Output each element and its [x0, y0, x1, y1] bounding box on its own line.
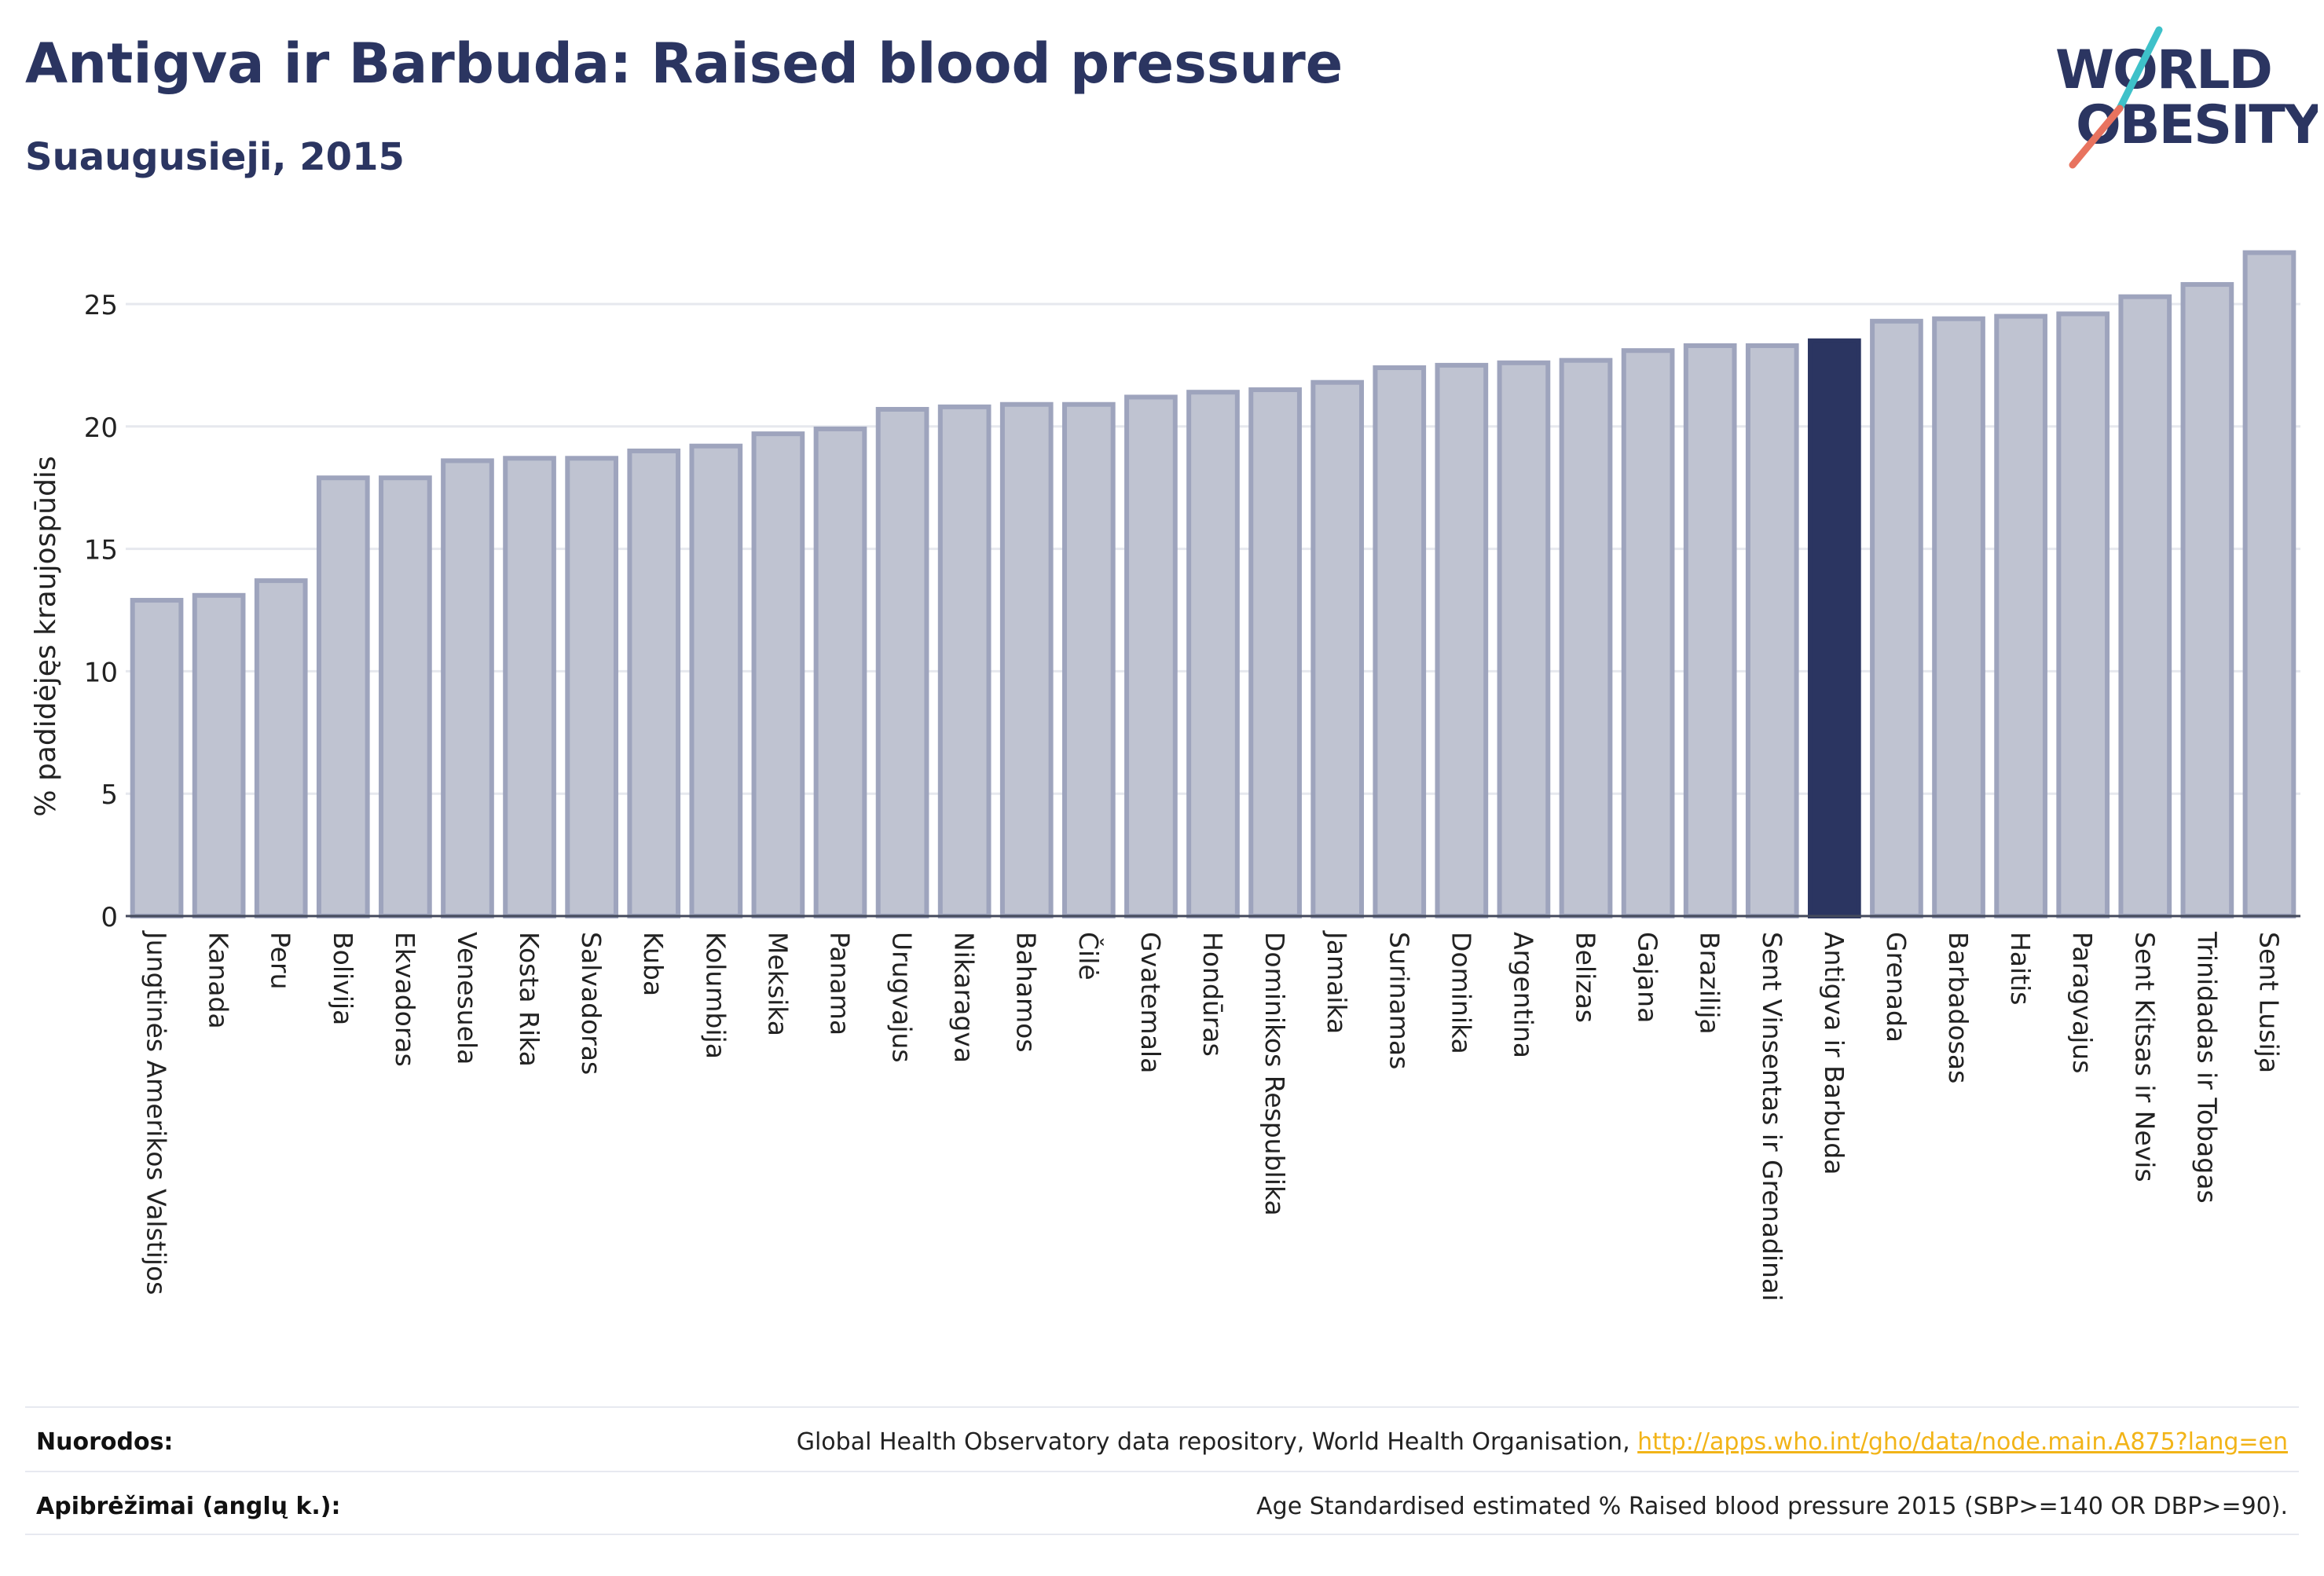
x-tick-label: Bolivija: [328, 932, 358, 1025]
bar: [441, 458, 494, 918]
bar: [1870, 318, 1923, 918]
x-tick-label: Trinidadas ir Tobagas: [2191, 931, 2222, 1204]
x-tick-label: Venesuela: [452, 932, 482, 1065]
bar: [2180, 282, 2234, 918]
chart-subtitle: Suaugusieji, 2015: [25, 135, 405, 179]
bar: [2242, 250, 2297, 918]
bar: [316, 475, 370, 918]
x-tick-label: Surinamas: [1384, 932, 1414, 1069]
x-tick-label: Peru: [266, 932, 296, 990]
bar: [130, 598, 184, 918]
bar: [937, 404, 992, 918]
definitions-text: Age Standardised estimated % Raised bloo…: [1256, 1493, 2288, 1520]
bar: [1683, 343, 1737, 918]
x-tick-label: Grenada: [1881, 932, 1912, 1043]
logo-slash-coral: [2069, 104, 2124, 169]
x-tick-label: Barbadosas: [1943, 932, 1974, 1083]
bar: [1248, 387, 1302, 918]
x-tick-label: Dominikos Respublika: [1259, 932, 1290, 1216]
x-tick-label: Kuba: [638, 932, 669, 996]
x-tick-label: Nikaragva: [949, 932, 980, 1063]
y-tick-label: 15: [84, 535, 118, 566]
bar: [1435, 362, 1489, 918]
x-tick-label: Antigva ir Barbuda: [1819, 932, 1849, 1175]
sources-description: Global Health Observatory data repositor…: [796, 1428, 1638, 1456]
logo-word-world: WORLD: [2055, 39, 2271, 101]
x-tick-label: Brazilija: [1695, 932, 1725, 1035]
x-tick-label: Kosta Rika: [514, 932, 544, 1067]
x-tick-label: Sent Lusija: [2253, 932, 2284, 1073]
x-tick-label: Urugvajus: [887, 932, 918, 1063]
x-tick-label: Kanada: [203, 932, 234, 1029]
x-tick-label: Meksika: [762, 932, 793, 1036]
y-tick-label: 5: [101, 779, 118, 811]
bar: [1310, 379, 1365, 919]
bar: [875, 406, 929, 918]
bar: [379, 475, 432, 918]
sources-link[interactable]: http://apps.who.int/gho/data/node.main.A…: [1637, 1428, 2288, 1456]
bar-chart: 0 5 10 15 20 25 Jungtinės Amerikos Valstijos Ka…: [30, 250, 2300, 1301]
y-tick-label: 0: [101, 902, 118, 933]
bar: [192, 592, 246, 919]
x-tick-label: Kolumbija: [700, 932, 731, 1059]
bar: [1559, 357, 1613, 918]
logo-word-obesity: OBESITY: [2076, 94, 2318, 156]
footer-divider-middle: [25, 1471, 2299, 1472]
footer-divider-bottom: [25, 1534, 2299, 1535]
y-axis-title: % padidėjęs kraujospūdis: [30, 456, 62, 816]
bar: [1061, 401, 1116, 918]
bar: [813, 426, 867, 918]
bar: [1621, 348, 1675, 919]
axes: 0 5 10 15 20 25 Jungtinės Amerikos Valstijos Ka…: [84, 290, 2300, 1301]
bar: [1373, 365, 1427, 918]
y-tick-label: 25: [84, 290, 118, 321]
bar: [254, 578, 308, 918]
bar: [1124, 394, 1178, 918]
chart-title: Antigva ir Barbuda: Raised blood pressur…: [25, 31, 1343, 96]
bar: [565, 456, 618, 918]
logo-slash-teal: [2116, 26, 2163, 112]
footer-divider-top: [25, 1406, 2299, 1408]
x-tick-label: Sent Kitsas ir Nevis: [2129, 932, 2160, 1182]
bars: [130, 250, 2297, 919]
bar: [999, 401, 1054, 918]
x-tick-label: Sent Vinsentas ir Grenadinai: [1757, 932, 1787, 1301]
y-tick-label: 10: [84, 657, 118, 688]
bar: [751, 431, 805, 918]
x-tick-label: Dominika: [1446, 932, 1476, 1054]
bar-highlighted: [1808, 338, 1861, 918]
sources-label: Nuorodos:: [36, 1428, 174, 1456]
sources-text: Global Health Observatory data repositor…: [797, 1428, 2288, 1456]
bar: [503, 456, 556, 918]
bar: [1745, 343, 1799, 918]
bar: [1497, 360, 1551, 918]
bar: [2118, 294, 2172, 919]
x-tick-label: Čilė: [1073, 932, 1105, 980]
x-tick-label: Gvatemala: [1135, 932, 1166, 1073]
x-tick-label: Paragvajus: [2067, 932, 2098, 1073]
x-tick-label: Gajana: [1633, 932, 1663, 1023]
x-tick-label: Panama: [824, 932, 855, 1035]
x-tick-label: Jungtinės Amerikos Valstijos: [141, 930, 172, 1295]
definitions-label: Apibrėžimai (anglų k.):: [36, 1493, 341, 1520]
x-tick-label: Ekvadoras: [390, 932, 420, 1067]
bar: [2056, 311, 2110, 918]
x-tick-label: Haitis: [2005, 932, 2036, 1006]
bar: [1994, 313, 2047, 918]
y-tick-label: 20: [84, 412, 118, 444]
x-tick-label: Belizas: [1571, 932, 1601, 1023]
x-tick-label: Salvadoras: [576, 932, 607, 1075]
bar: [1186, 390, 1240, 918]
bar: [1932, 316, 1985, 919]
bar: [627, 448, 681, 918]
world-obesity-logo: WORLD OBESITY: [2055, 26, 2318, 169]
x-tick-label: Argentina: [1508, 932, 1538, 1058]
bar: [689, 443, 743, 918]
x-tick-label: Hondūras: [1197, 932, 1228, 1057]
x-tick-label: Bahamos: [1011, 932, 1042, 1053]
x-tick-label: Jamaika: [1321, 930, 1352, 1034]
